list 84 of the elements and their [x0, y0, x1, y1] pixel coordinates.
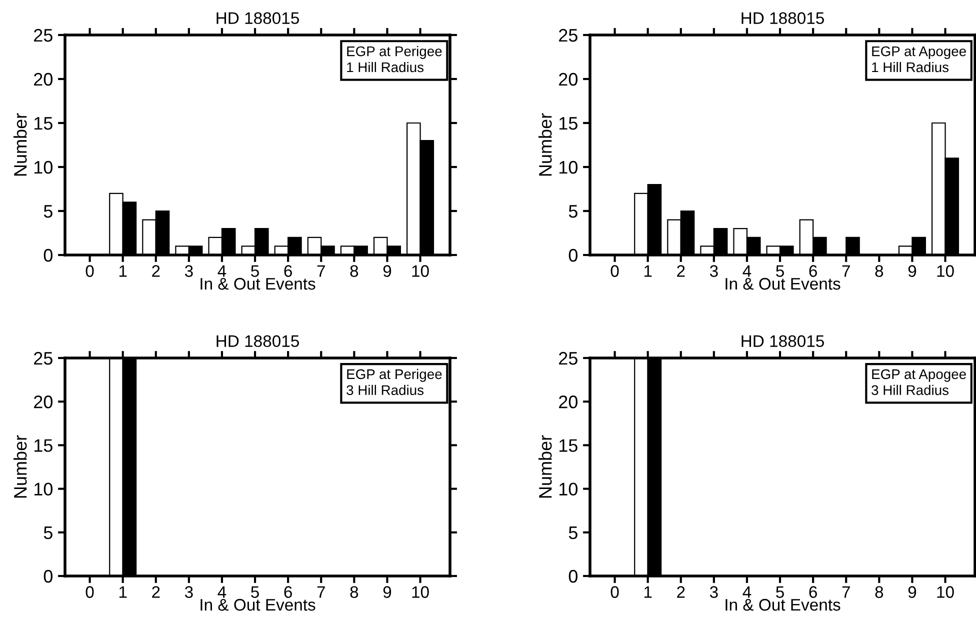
y-axis-title: Number: [14, 113, 27, 176]
y-tick-label: 25: [559, 28, 578, 42]
y-tick-label: 10: [34, 160, 52, 174]
x-tick-label: 10: [412, 265, 429, 277]
y-tick-label: 5: [568, 526, 578, 540]
x-axis-title: In & Out Events: [200, 278, 316, 290]
y-tick-label: 0: [568, 570, 578, 583]
x-tick-label: 8: [875, 265, 884, 277]
x-tick-label: 2: [152, 265, 160, 277]
x-tick-label: 3: [184, 265, 193, 277]
y-tick-label: 10: [34, 482, 52, 496]
x-tick-label: 6: [284, 265, 292, 277]
x-tick-label: 7: [317, 265, 325, 277]
y-tick-label: 20: [559, 396, 578, 408]
x-tick-label: 8: [350, 265, 358, 277]
y-tick-label: 0: [568, 248, 578, 262]
x-tick-label: 1: [119, 265, 127, 277]
x-tick-label: 7: [317, 586, 325, 598]
x-tick-label: 8: [350, 586, 358, 598]
x-tick-label: 10: [937, 265, 954, 277]
y-tick-label: 25: [559, 352, 578, 365]
y-tick-label: 20: [34, 72, 52, 86]
annotation: EGP at Apogee 3 Hill Radius: [872, 369, 966, 396]
chart-title: HD 188015: [742, 12, 824, 24]
x-tick-label: 5: [251, 265, 259, 277]
x-tick-label: 10: [937, 586, 954, 598]
x-tick-label: 7: [842, 586, 850, 598]
annotation: EGP at Perigee 3 Hill Radius: [346, 368, 442, 396]
x-tick-label: 3: [184, 586, 193, 598]
x-tick-label: 3: [710, 265, 718, 277]
x-tick-label: 9: [908, 265, 916, 277]
x-tick-label: 4: [742, 586, 752, 598]
x-axis-title: In & Out Events: [726, 598, 840, 611]
x-tick-label: 1: [644, 586, 652, 598]
annotation: EGP at Apogee 1 Hill Radius: [872, 46, 966, 72]
x-tick-label: 1: [644, 265, 652, 277]
y-tick-label: 15: [34, 117, 52, 130]
y-tick-label: 15: [559, 439, 578, 452]
x-tick-label: 5: [251, 586, 259, 598]
x-tick-label: 2: [677, 265, 685, 277]
x-tick-label: 6: [809, 265, 817, 277]
y-axis-title: Number: [538, 435, 552, 498]
x-tick-label: 0: [86, 586, 94, 598]
x-tick-label: 5: [776, 265, 784, 277]
y-tick-label: 15: [34, 439, 52, 452]
y-tick-label: 20: [34, 396, 52, 408]
x-tick-label: 10: [412, 586, 429, 598]
chart-title: HD 188015: [216, 12, 299, 24]
x-tick-label: 5: [776, 586, 784, 598]
y-tick-label: 25: [34, 28, 52, 42]
y-tick-label: 5: [44, 205, 52, 218]
y-tick-label: 0: [44, 570, 52, 583]
x-tick-label: 9: [383, 586, 392, 598]
x-tick-label: 2: [677, 586, 685, 598]
x-tick-label: 8: [875, 586, 884, 598]
y-axis-title: Number: [538, 113, 552, 176]
y-tick-label: 10: [559, 482, 578, 496]
x-tick-label: 0: [86, 265, 94, 277]
y-tick-label: 5: [568, 205, 578, 218]
x-tick-label: 6: [809, 586, 817, 598]
x-tick-label: 4: [218, 265, 226, 277]
x-tick-label: 4: [742, 265, 752, 277]
x-tick-label: 6: [284, 586, 292, 598]
x-tick-label: 9: [908, 586, 916, 598]
x-axis-title: In & Out Events: [726, 278, 840, 290]
y-tick-label: 15: [559, 117, 578, 130]
y-tick-label: 10: [559, 160, 578, 174]
y-tick-label: 5: [44, 526, 52, 540]
x-axis-title: In & Out Events: [200, 598, 316, 611]
x-tick-label: 4: [218, 586, 226, 598]
x-tick-label: 2: [152, 586, 160, 598]
x-tick-label: 0: [610, 265, 619, 277]
chart-title: HD 188015: [216, 335, 299, 348]
y-tick-label: 0: [44, 248, 52, 262]
y-tick-label: 20: [559, 72, 578, 86]
x-tick-label: 9: [383, 265, 392, 277]
x-tick-label: 3: [710, 586, 718, 598]
y-axis-title: Number: [14, 435, 27, 498]
x-tick-label: 1: [119, 586, 127, 598]
x-tick-label: 7: [842, 265, 850, 277]
chart-title: HD 188015: [742, 335, 824, 348]
annotation: EGP at Perigee 1 Hill Radius: [347, 46, 442, 72]
y-tick-label: 25: [34, 352, 52, 365]
x-tick-label: 0: [610, 586, 619, 598]
